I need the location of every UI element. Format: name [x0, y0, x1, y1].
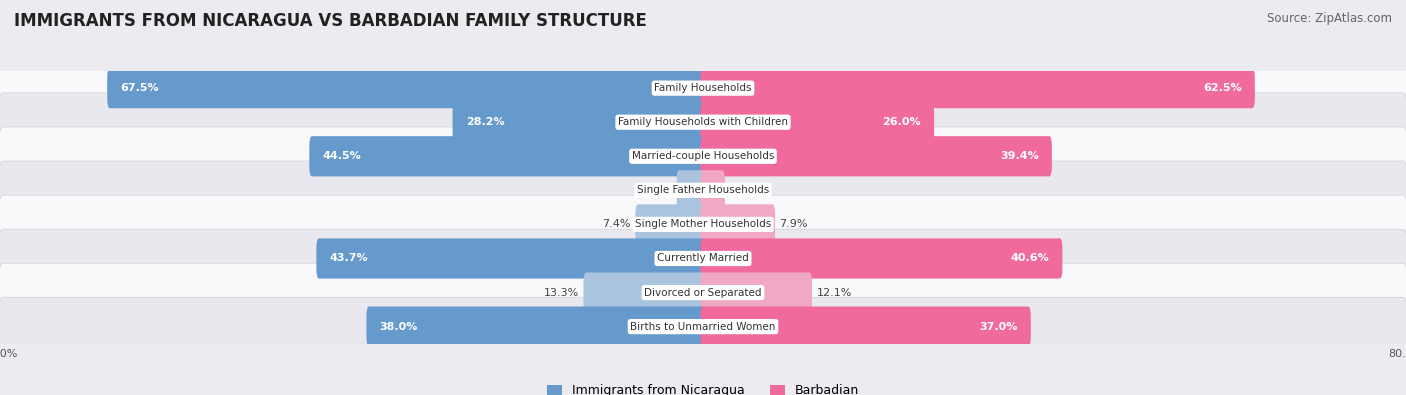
- Text: Family Households with Children: Family Households with Children: [619, 117, 787, 127]
- Text: 67.5%: 67.5%: [121, 83, 159, 93]
- Text: 13.3%: 13.3%: [544, 288, 579, 297]
- FancyBboxPatch shape: [0, 127, 1406, 186]
- FancyBboxPatch shape: [0, 229, 1406, 288]
- Text: 62.5%: 62.5%: [1204, 83, 1241, 93]
- Text: 2.7%: 2.7%: [644, 185, 672, 196]
- Text: Single Mother Households: Single Mother Households: [636, 219, 770, 229]
- Text: 7.9%: 7.9%: [779, 219, 808, 229]
- Text: Married-couple Households: Married-couple Households: [631, 151, 775, 161]
- FancyBboxPatch shape: [0, 161, 1406, 220]
- FancyBboxPatch shape: [700, 136, 1052, 177]
- Text: 28.2%: 28.2%: [465, 117, 505, 127]
- Text: Single Father Households: Single Father Households: [637, 185, 769, 196]
- FancyBboxPatch shape: [316, 238, 706, 278]
- FancyBboxPatch shape: [700, 102, 934, 142]
- Text: Divorced or Separated: Divorced or Separated: [644, 288, 762, 297]
- FancyBboxPatch shape: [0, 195, 1406, 254]
- FancyBboxPatch shape: [309, 136, 706, 177]
- FancyBboxPatch shape: [700, 307, 1031, 347]
- Legend: Immigrants from Nicaragua, Barbadian: Immigrants from Nicaragua, Barbadian: [547, 384, 859, 395]
- FancyBboxPatch shape: [700, 204, 775, 245]
- FancyBboxPatch shape: [676, 170, 706, 211]
- FancyBboxPatch shape: [453, 102, 706, 142]
- FancyBboxPatch shape: [107, 68, 706, 108]
- Text: IMMIGRANTS FROM NICARAGUA VS BARBADIAN FAMILY STRUCTURE: IMMIGRANTS FROM NICARAGUA VS BARBADIAN F…: [14, 12, 647, 30]
- Text: Family Households: Family Households: [654, 83, 752, 93]
- Text: 44.5%: 44.5%: [322, 151, 361, 161]
- Text: 38.0%: 38.0%: [380, 322, 418, 332]
- Text: 12.1%: 12.1%: [817, 288, 852, 297]
- FancyBboxPatch shape: [0, 263, 1406, 322]
- Text: 26.0%: 26.0%: [883, 117, 921, 127]
- Text: 43.7%: 43.7%: [329, 254, 368, 263]
- FancyBboxPatch shape: [700, 273, 813, 313]
- Text: Source: ZipAtlas.com: Source: ZipAtlas.com: [1267, 12, 1392, 25]
- FancyBboxPatch shape: [700, 170, 725, 211]
- FancyBboxPatch shape: [700, 238, 1063, 278]
- FancyBboxPatch shape: [636, 204, 706, 245]
- Text: 39.4%: 39.4%: [1000, 151, 1039, 161]
- FancyBboxPatch shape: [0, 93, 1406, 152]
- Text: Currently Married: Currently Married: [657, 254, 749, 263]
- Text: Births to Unmarried Women: Births to Unmarried Women: [630, 322, 776, 332]
- Text: 7.4%: 7.4%: [602, 219, 631, 229]
- Text: 2.2%: 2.2%: [730, 185, 758, 196]
- Text: 37.0%: 37.0%: [979, 322, 1018, 332]
- FancyBboxPatch shape: [0, 297, 1406, 356]
- FancyBboxPatch shape: [0, 59, 1406, 117]
- FancyBboxPatch shape: [367, 307, 706, 347]
- FancyBboxPatch shape: [583, 273, 706, 313]
- Text: 40.6%: 40.6%: [1011, 254, 1049, 263]
- FancyBboxPatch shape: [700, 68, 1256, 108]
